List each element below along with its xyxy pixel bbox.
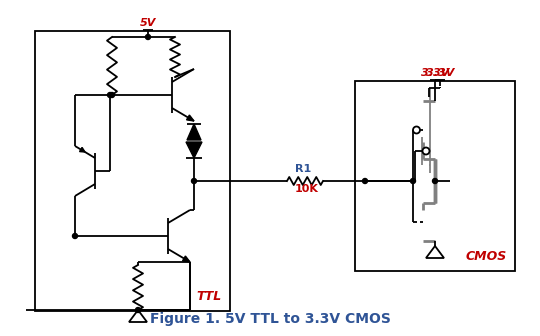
- Circle shape: [422, 148, 429, 155]
- Circle shape: [107, 92, 112, 97]
- Text: 10K: 10K: [295, 184, 319, 194]
- Circle shape: [145, 35, 151, 40]
- Polygon shape: [187, 124, 201, 140]
- Circle shape: [72, 234, 78, 239]
- Text: 3.3V: 3.3V: [421, 68, 449, 78]
- Text: R1: R1: [295, 164, 311, 174]
- Circle shape: [433, 178, 437, 183]
- Circle shape: [362, 178, 368, 183]
- Circle shape: [192, 178, 197, 183]
- Circle shape: [413, 126, 420, 133]
- Circle shape: [136, 307, 140, 312]
- Text: 5V: 5V: [140, 18, 156, 28]
- Circle shape: [110, 92, 114, 97]
- Text: 3.3V: 3.3V: [426, 68, 454, 78]
- Text: Figure 1. 5V TTL to 3.3V CMOS: Figure 1. 5V TTL to 3.3V CMOS: [150, 312, 390, 326]
- Polygon shape: [186, 115, 194, 121]
- Circle shape: [410, 178, 415, 183]
- Polygon shape: [79, 148, 85, 152]
- Text: TTL: TTL: [197, 290, 222, 303]
- Text: CMOS: CMOS: [465, 250, 507, 263]
- Polygon shape: [186, 142, 202, 158]
- Bar: [35, 31, 230, 311]
- Bar: [355, 81, 515, 271]
- Polygon shape: [183, 256, 190, 262]
